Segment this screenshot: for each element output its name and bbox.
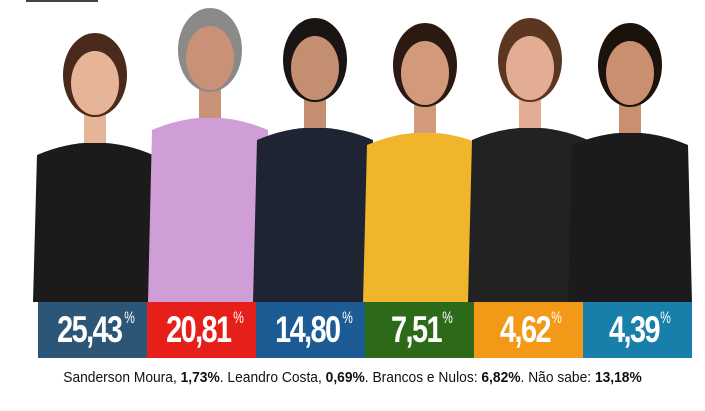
percent-sign: % — [342, 308, 354, 327]
percent-sign: % — [551, 308, 562, 327]
face — [506, 36, 554, 100]
result-value: 25,43 — [56, 309, 123, 350]
candidate-photos — [33, 8, 692, 302]
header-bar — [26, 0, 98, 2]
candidate-photo — [468, 18, 592, 302]
percent-sign: % — [660, 308, 671, 327]
percent-sign: % — [124, 308, 136, 327]
footnote-value: 13,18% — [594, 369, 642, 386]
result-box: 7,51% — [365, 302, 474, 358]
footnote-label: Leandro Costa, — [227, 369, 326, 386]
torso — [253, 127, 377, 302]
torso — [33, 142, 157, 302]
percent-sign: % — [442, 308, 453, 327]
candidate-photo — [363, 23, 487, 302]
face — [291, 36, 339, 100]
candidate-photo — [148, 8, 272, 302]
footnote: Sanderson Moura, 1,73%. Leandro Costa, 0… — [28, 369, 677, 386]
footnote-separator: . — [219, 369, 228, 386]
percent-sign: % — [233, 308, 245, 327]
result-box: 25,43% — [38, 302, 147, 358]
candidate-photo — [568, 23, 692, 302]
result-box: 14,80% — [256, 302, 365, 358]
footnote-value: 0,69% — [325, 369, 365, 386]
result-value: 4,39 — [608, 309, 660, 350]
torso — [568, 132, 692, 302]
result-box: 20,81% — [147, 302, 256, 358]
candidate-photo — [253, 18, 377, 302]
footnote-label: Não sabe: — [528, 369, 595, 386]
result-value: 7,51 — [390, 309, 442, 350]
footnote-value: 6,82% — [481, 369, 521, 386]
result-box: 4,62% — [474, 302, 583, 358]
face — [401, 41, 449, 105]
result-box: 4,39% — [583, 302, 692, 358]
torso — [363, 132, 487, 302]
footnote-separator: . — [364, 369, 373, 386]
footnote-label: Brancos e Nulos: — [372, 369, 482, 386]
footnote-label: Sanderson Moura, — [63, 369, 181, 386]
footnote-value: 1,73% — [180, 369, 220, 386]
candidate-photo — [33, 33, 157, 302]
face — [186, 26, 234, 90]
face — [71, 51, 119, 115]
result-value: 20,81 — [165, 309, 232, 350]
poll-results: 25,43% 20,81% 14,80% 7,51% 4,62% 4,39% — [38, 302, 692, 358]
footnote-separator: . — [520, 369, 529, 386]
result-value: 4,62 — [499, 309, 551, 350]
face — [606, 41, 654, 105]
torso — [468, 127, 592, 302]
result-value: 14,80 — [274, 309, 341, 350]
torso — [148, 117, 272, 302]
